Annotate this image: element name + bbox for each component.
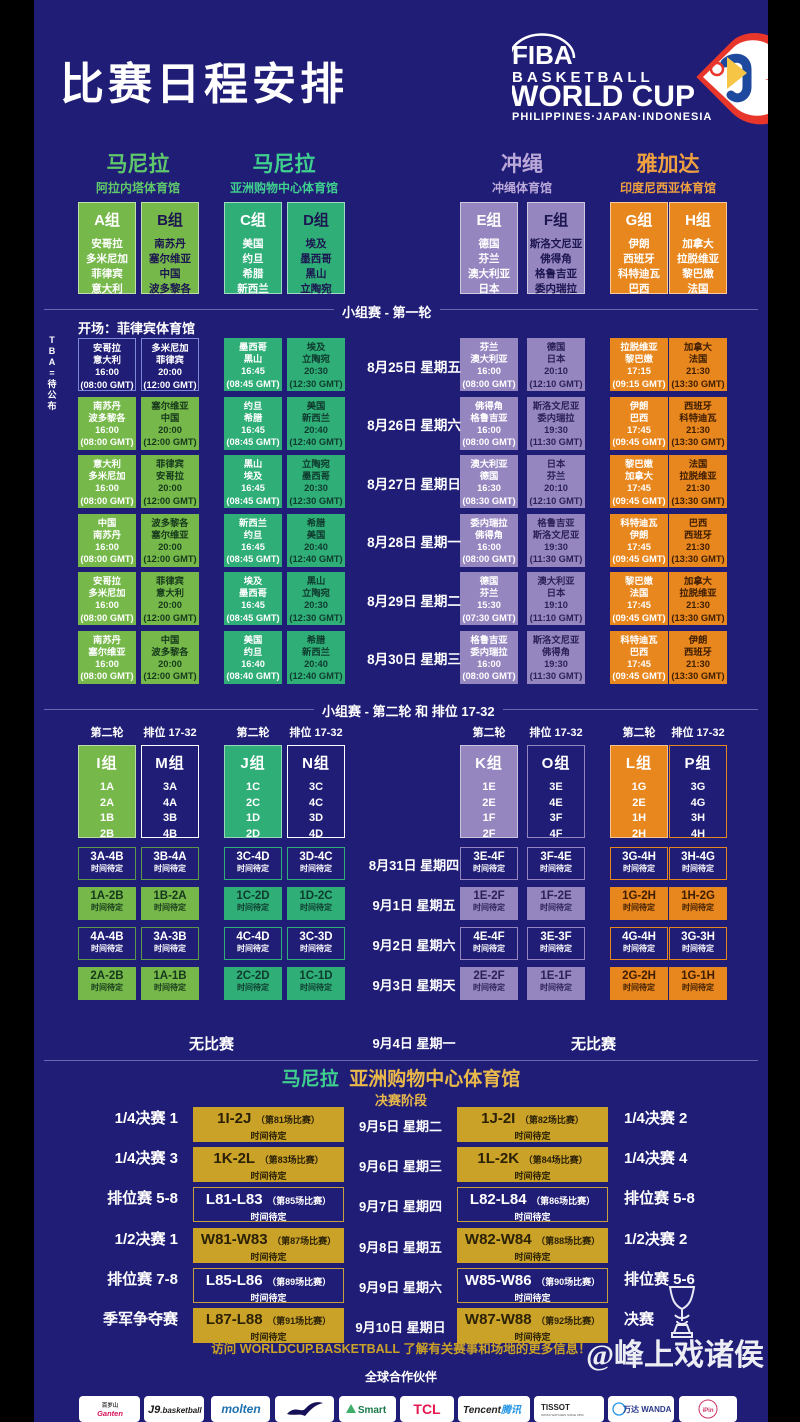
svg-text:TISSOT: TISSOT <box>541 1403 570 1412</box>
svg-text:Tencent腾讯: Tencent腾讯 <box>463 1404 522 1416</box>
svg-text:WORLD CUP: WORLD CUP <box>512 80 695 113</box>
svg-text:J9.basketball: J9.basketball <box>148 1404 202 1416</box>
svg-text:百岁山: 百岁山 <box>101 1401 118 1409</box>
svg-text:TCL: TCL <box>413 1401 441 1417</box>
svg-text:PHILIPPINES·JAPAN·INDONESIA: PHILIPPINES·JAPAN·INDONESIA <box>512 111 712 122</box>
svg-text:SWISS WATCHES SINCE 1853: SWISS WATCHES SINCE 1853 <box>541 1413 584 1417</box>
svg-text:iPin: iPin <box>702 1408 713 1414</box>
svg-text:Ganten: Ganten <box>97 1409 123 1418</box>
svg-text:FIBA: FIBA <box>512 40 573 70</box>
svg-text:molten: molten <box>221 1402 260 1416</box>
svg-text:万达 WANDA: 万达 WANDA <box>622 1404 671 1414</box>
svg-text:Smart: Smart <box>357 1405 386 1416</box>
